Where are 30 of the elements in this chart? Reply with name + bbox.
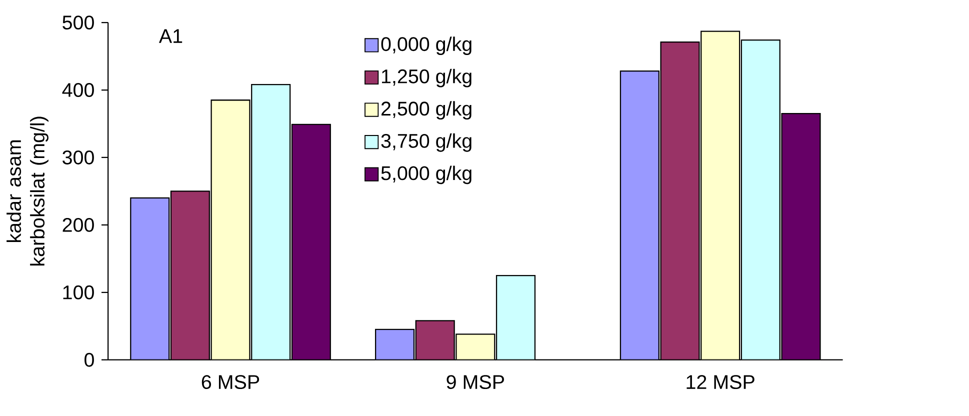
bar [740, 39, 780, 360]
x-tick-label: 6 MSP [202, 374, 260, 389]
legend-label: 2,500 g/kg [382, 101, 472, 120]
legend-label: 1,250 g/kg [382, 68, 472, 88]
legend-label: 3,750 g/kg [381, 133, 472, 152]
y-axis-title: kadar asam karboksilat (mg/l) [6, 116, 48, 266]
bar [700, 30, 740, 360]
bar [170, 191, 210, 360]
annotation: A1 [158, 29, 182, 43]
legend-label: 0,000 g/kg [381, 36, 472, 55]
legend-label: 5,000 g/kg [381, 166, 472, 184]
bar [376, 329, 414, 360]
bar [211, 100, 250, 360]
y-tick-label: 500 [62, 15, 94, 30]
y-tick-label: 0 [84, 352, 94, 367]
x-tick-label: 9 MSP [446, 374, 504, 389]
bar [416, 320, 454, 360]
bar [252, 84, 290, 360]
bar [496, 275, 535, 360]
y-tick-label: 200 [62, 218, 94, 232]
bar [781, 112, 821, 360]
y-tick-label: 400 [62, 82, 94, 97]
bar [130, 198, 170, 360]
bar [456, 334, 495, 360]
bar [660, 41, 700, 360]
y-tick-label: 300 [62, 150, 94, 164]
bar [292, 124, 330, 360]
bar [620, 70, 660, 360]
x-tick-label: 12 MSP [686, 374, 754, 389]
y-tick-label: 100 [63, 285, 94, 300]
